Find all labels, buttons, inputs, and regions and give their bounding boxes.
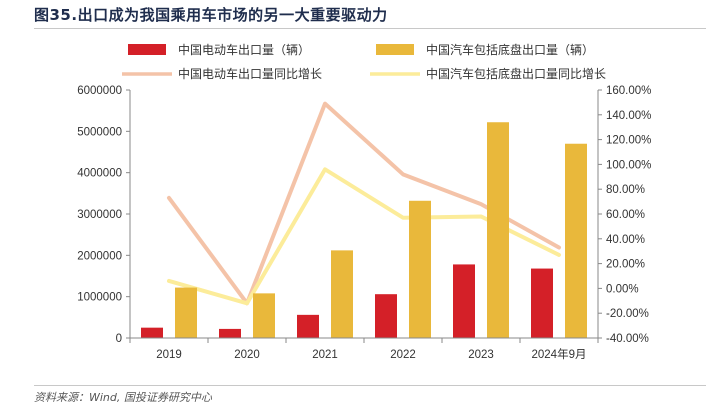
legend-item: 中国电动车出口量（辆） bbox=[128, 42, 310, 57]
legend-label: 中国电动车出口量（辆） bbox=[178, 42, 310, 57]
y-right-tick-label: 100.00% bbox=[606, 159, 651, 171]
bar-ev-export bbox=[453, 264, 475, 338]
bar-ev-export bbox=[375, 294, 397, 338]
bar-ev-export bbox=[297, 314, 319, 338]
y-left-tick-label: 6000000 bbox=[77, 85, 122, 97]
y-right-tick-label: 160.00% bbox=[606, 85, 651, 97]
y-left-tick-label: 3000000 bbox=[77, 209, 122, 221]
y-right-tick-label: 60.00% bbox=[606, 209, 645, 221]
axes-group: 0 1000000 2000000 3000000 4000000 5000000 6000… bbox=[77, 85, 651, 361]
bottom-divider bbox=[34, 385, 706, 386]
y-right-tick-label: 40.00% bbox=[606, 234, 645, 246]
bar-vehicle-export bbox=[175, 287, 197, 338]
y-right-tick-label: -40.00% bbox=[606, 333, 649, 345]
legend-label: 中国电动车出口量同比增长 bbox=[178, 66, 322, 81]
title-divider bbox=[34, 28, 706, 29]
x-tick-label: 2021 bbox=[312, 349, 338, 361]
x-tick-label: 2019 bbox=[156, 349, 182, 361]
bar-ev-export bbox=[141, 327, 163, 338]
bar-ev-export bbox=[219, 328, 241, 338]
y-right-tick-label: 140.00% bbox=[606, 110, 651, 122]
figure-title: 图35.出口成为我国乘用车市场的另一大重要驱动力 bbox=[34, 6, 388, 24]
y-right-tick-label: 0.00% bbox=[606, 283, 639, 295]
bar-vehicle-export bbox=[409, 200, 431, 338]
legend-item: 中国汽车包括底盘出口量同比增长 bbox=[370, 66, 606, 81]
x-tick-label: 2024年9月 bbox=[532, 347, 587, 361]
y-right-tick-label: -20.00% bbox=[606, 308, 649, 320]
legend: 中国电动车出口量（辆） 中国汽车包括底盘出口量（辆） 中国电动车出口量同比增长 中国汽… bbox=[122, 42, 606, 81]
bar-vehicle-export bbox=[331, 250, 353, 338]
legend-label: 中国汽车包括底盘出口量（辆） bbox=[426, 42, 594, 57]
y-left-tick-label: 4000000 bbox=[77, 168, 122, 180]
y-right-tick-label: 120.00% bbox=[606, 135, 651, 147]
legend-swatch bbox=[376, 44, 414, 55]
source-note: 资料来源：Wind, 国投证券研究中心 bbox=[34, 391, 212, 404]
bar-ev-export bbox=[531, 268, 553, 338]
legend-item: 中国汽车包括底盘出口量（辆） bbox=[376, 42, 594, 57]
legend-label: 中国汽车包括底盘出口量同比增长 bbox=[426, 66, 606, 81]
bar-vehicle-export bbox=[487, 122, 509, 339]
chart: 中国电动车出口量（辆） 中国汽车包括底盘出口量（辆） 中国电动车出口量同比增长 中国汽… bbox=[77, 42, 651, 361]
legend-item: 中国电动车出口量同比增长 bbox=[122, 66, 322, 81]
x-tick-label: 2020 bbox=[234, 349, 260, 361]
x-tick-label: 2023 bbox=[468, 349, 494, 361]
y-left-tick-label: 2000000 bbox=[77, 250, 122, 262]
y-left-tick-label: 0 bbox=[116, 333, 122, 345]
bar-series-group bbox=[141, 122, 587, 339]
bar-vehicle-export bbox=[253, 293, 275, 338]
y-right-tick-label: 80.00% bbox=[606, 184, 645, 196]
legend-swatch bbox=[128, 44, 166, 55]
y-left-tick-label: 5000000 bbox=[77, 126, 122, 138]
bar-vehicle-export bbox=[565, 143, 587, 338]
y-right-tick-label: 20.00% bbox=[606, 259, 645, 271]
x-tick-label: 2022 bbox=[390, 349, 416, 361]
y-left-tick-label: 1000000 bbox=[77, 292, 122, 304]
